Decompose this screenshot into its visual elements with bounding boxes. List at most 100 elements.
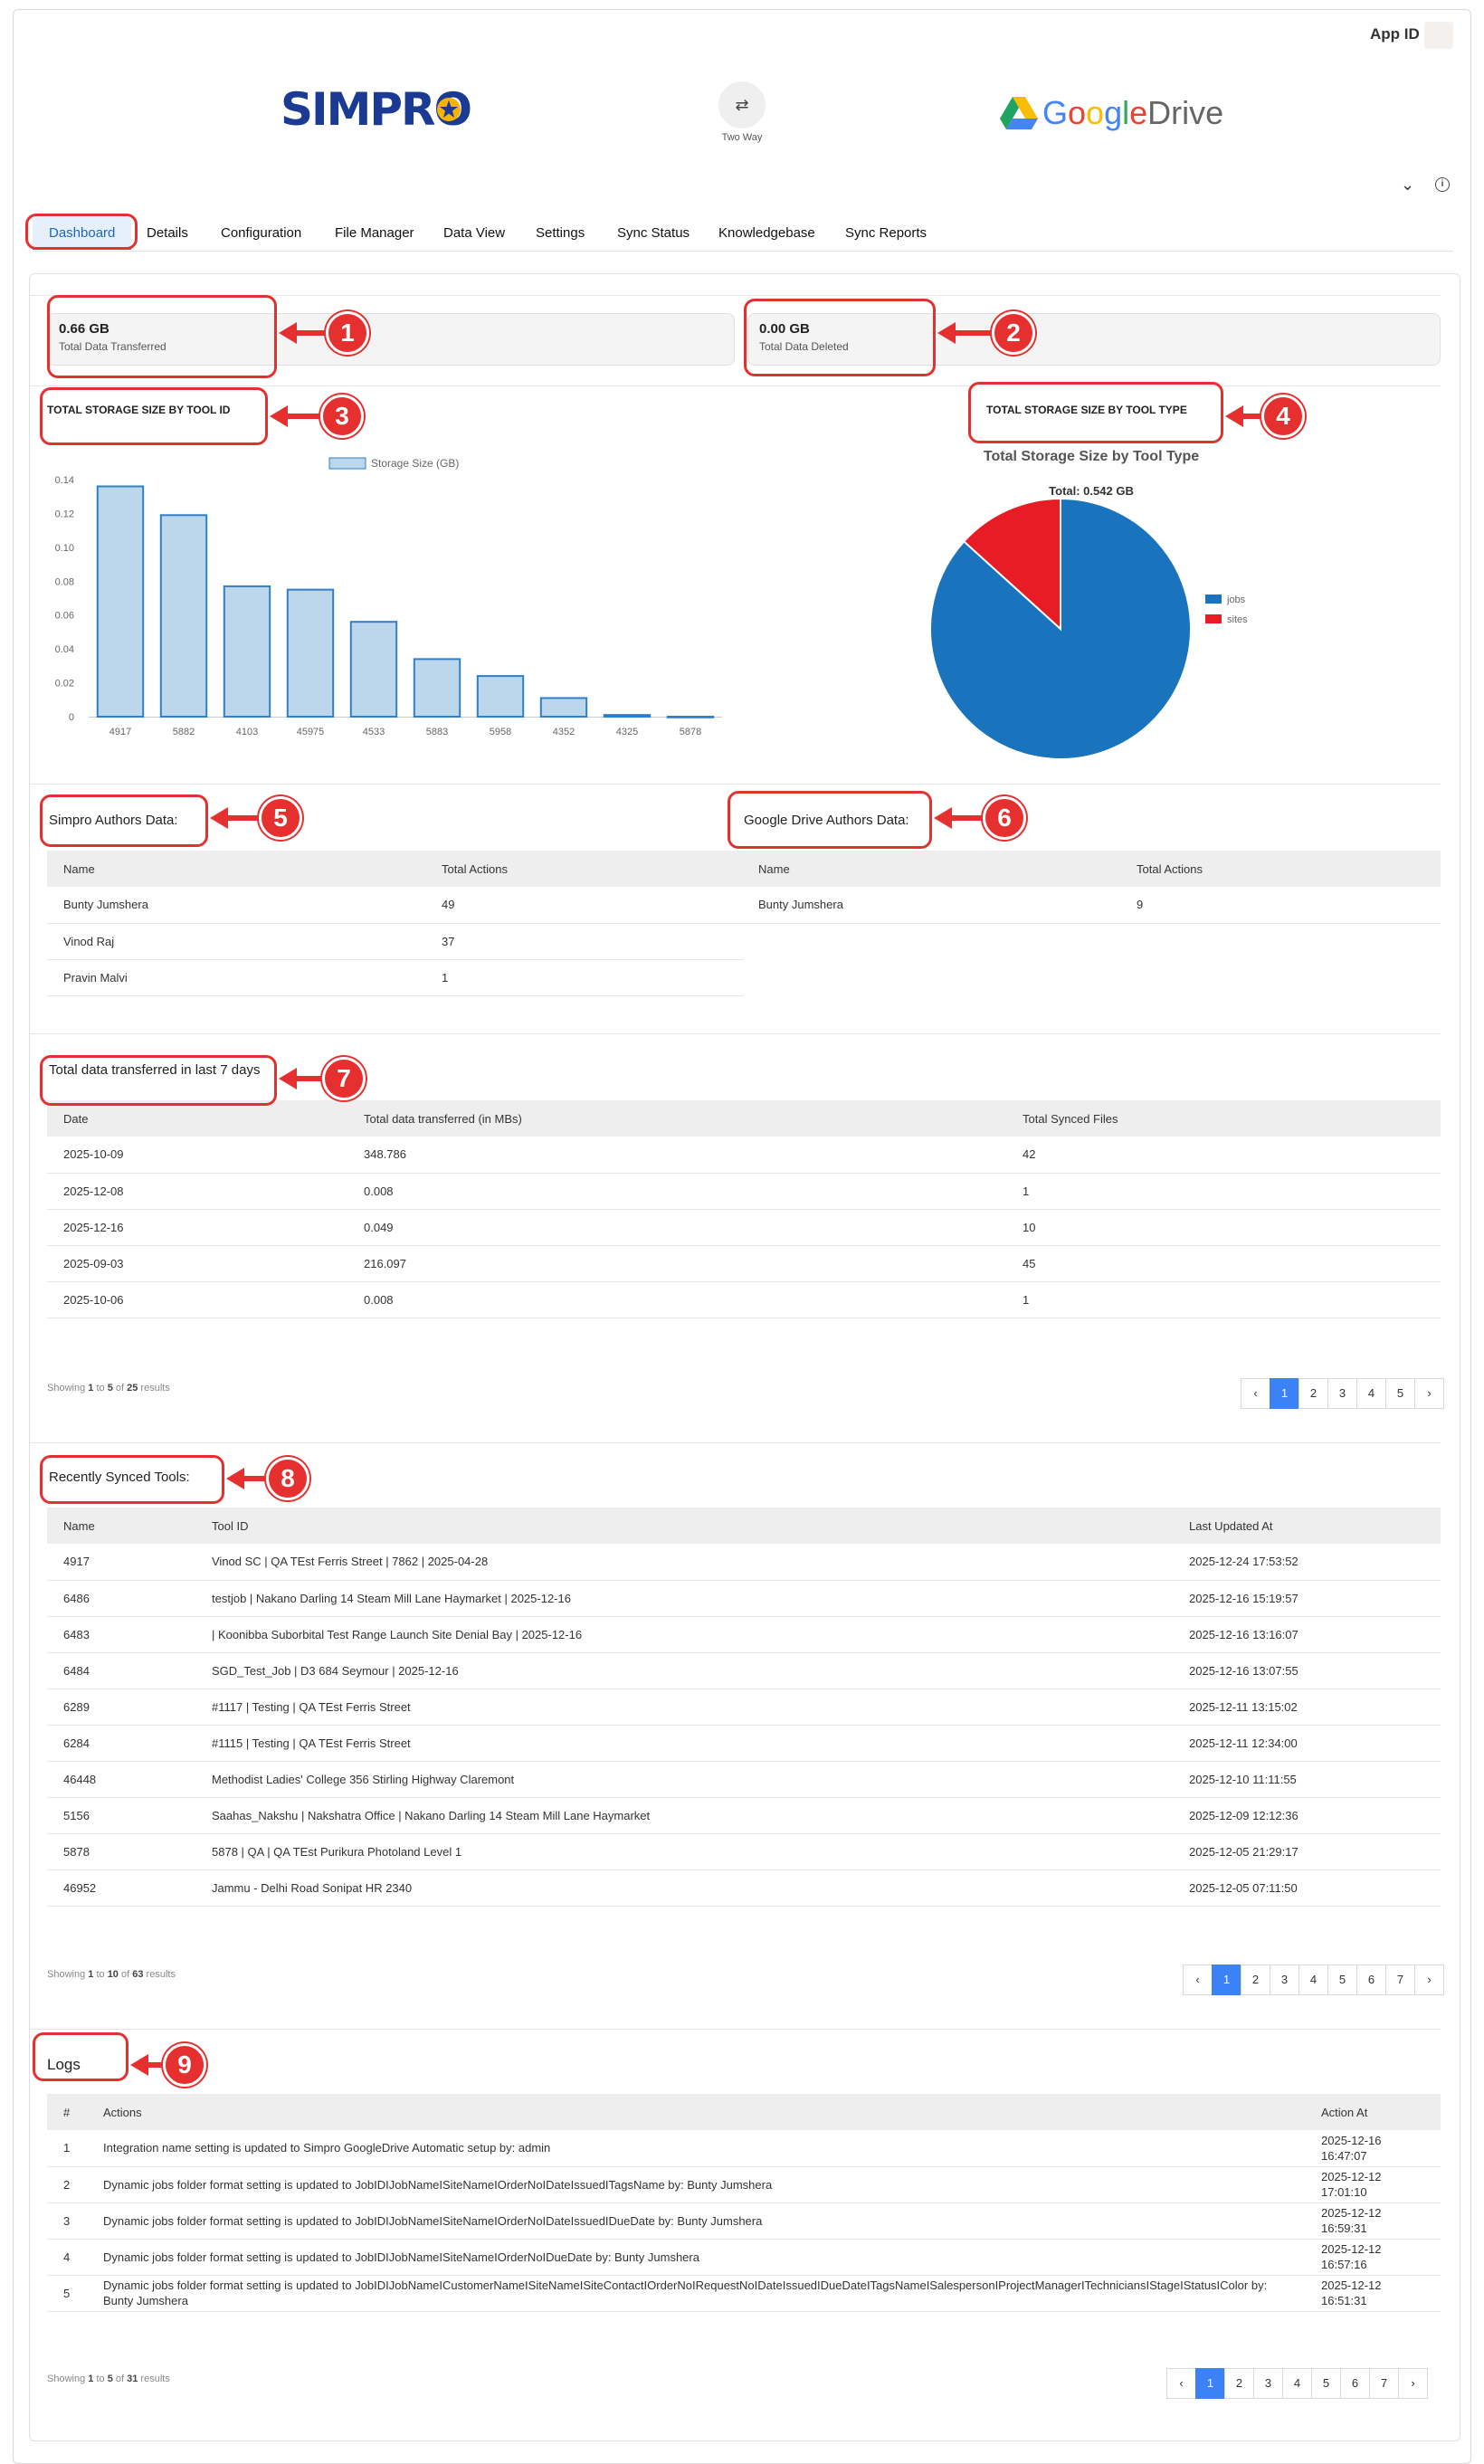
simpro-star-icon [437, 98, 461, 121]
tab-settings[interactable]: Settings [536, 225, 585, 241]
chevron-down-icon[interactable]: ⌄ [1401, 176, 1415, 194]
bar-5882[interactable] [159, 514, 208, 718]
tab-configuration[interactable]: Configuration [221, 225, 302, 241]
table-cell: testjob | Nakano Darling 14 Steam Mill L… [195, 1580, 1173, 1617]
column-header: Action At [1305, 2094, 1441, 2130]
table-row: Bunty Jumshera 9 [742, 887, 1441, 924]
table-cell: 5156 [47, 1797, 195, 1834]
page-button[interactable]: 7 [1385, 1965, 1415, 1995]
stat-total-transferred: 0.66 GB Total Data Transferred [47, 313, 735, 366]
annotation-highlight-box [968, 382, 1223, 443]
page-button[interactable]: 7 [1369, 2368, 1399, 2399]
y-tick-label: 0.14 [55, 475, 74, 486]
bar-4533[interactable] [349, 621, 398, 718]
page-button[interactable]: 4 [1356, 1378, 1386, 1409]
table-cell: 2025-12-16 [47, 1209, 347, 1246]
bar-5958[interactable] [476, 675, 525, 718]
next-page-button[interactable]: › [1414, 1378, 1444, 1409]
tab-knowledgebase[interactable]: Knowledgebase [718, 225, 815, 241]
storage-by-tool-id-chart: Storage Size (GB) 0.14 0.12 0.10 0.08 0.06 0.… [55, 457, 722, 737]
logs-showing: Showing 1 to 5 of 31 results [47, 2374, 170, 2384]
table-cell: Pravin Malvi [47, 959, 425, 996]
page-button[interactable]: 4 [1282, 2368, 1312, 2399]
bar-4352[interactable] [539, 697, 588, 718]
x-tick-label: 4103 [236, 727, 258, 737]
annotation-number-badge: 8 [266, 1457, 309, 1500]
log-date: 2025-12-16 [1321, 2133, 1382, 2147]
log-time: 16:51:31 [1321, 2294, 1367, 2307]
table-row: 2025-09-03 216.097 45 [47, 1245, 1441, 1282]
x-tick-label: 4352 [553, 727, 575, 737]
log-row: 5 Dynamic jobs folder format setting is u… [47, 2275, 1441, 2312]
gdrive-authors-title: Google Drive Authors Data: [744, 813, 909, 828]
gdrive-logo-letter: G [1042, 94, 1069, 131]
table-cell: Vinod Raj [47, 923, 425, 960]
page-button[interactable]: 3 [1253, 2368, 1283, 2399]
y-tick-label: 0.08 [55, 576, 74, 587]
bar-4103[interactable] [223, 585, 271, 718]
prev-page-button[interactable]: ‹ [1241, 1378, 1270, 1409]
table-cell: 2025-12-05 21:29:17 [1173, 1833, 1441, 1870]
annotation-highlight-box [33, 2032, 128, 2081]
table-row: 2025-10-06 0.008 1 [47, 1281, 1441, 1318]
page-button[interactable]: 1 [1195, 2368, 1225, 2399]
app-id-value [1424, 22, 1453, 49]
tab-details[interactable]: Details [147, 225, 188, 241]
log-index: 3 [47, 2202, 87, 2240]
legend-label: sites [1227, 614, 1248, 625]
bar-4325[interactable] [603, 714, 652, 718]
pie-chart-title: Total Storage Size by Tool Type [983, 449, 1200, 464]
page-button[interactable]: 1 [1212, 1965, 1241, 1995]
table-cell: 348.786 [347, 1137, 1006, 1174]
tab-data-view[interactable]: Data View [443, 225, 506, 241]
table-cell: 6483 [47, 1616, 195, 1653]
info-icon[interactable]: i [1435, 177, 1450, 192]
table-cell: Bunty Jumshera [47, 887, 425, 924]
tab-sync-status[interactable]: Sync Status [617, 225, 690, 241]
dashboard-card [29, 273, 1460, 2441]
page-button[interactable]: 3 [1327, 1378, 1357, 1409]
bar-5878[interactable] [666, 716, 715, 718]
page-button[interactable]: 2 [1241, 1965, 1270, 1995]
google-drive-icon [1000, 97, 1038, 129]
stat-label: Total Data Transferred [59, 340, 166, 353]
page-button[interactable]: 5 [1311, 2368, 1341, 2399]
table-cell: 2025-09-03 [47, 1245, 347, 1282]
tab-dashboard[interactable]: Dashboard [33, 217, 132, 250]
column-header: Last Updated At [1173, 1508, 1441, 1544]
log-row: 2 Dynamic jobs folder format setting is u… [47, 2166, 1441, 2203]
page-button[interactable]: 4 [1298, 1965, 1328, 1995]
page-button[interactable]: 2 [1224, 2368, 1254, 2399]
next-page-button[interactable]: › [1398, 2368, 1428, 2399]
page-button[interactable]: 5 [1385, 1378, 1415, 1409]
y-tick-label: 0.06 [55, 611, 74, 622]
tab-bar: Dashboard Details Configuration File Man… [33, 217, 1453, 252]
two-way-sync-icon[interactable]: ⇄ [718, 81, 766, 128]
page-button[interactable]: 6 [1340, 2368, 1370, 2399]
log-action-at: 2025-12-12 17:01:10 [1305, 2166, 1441, 2203]
table-cell: #1117 | Testing | QA TEst Ferris Street [195, 1689, 1173, 1726]
stat-value: 0.66 GB [59, 321, 109, 337]
tab-file-manager[interactable]: File Manager [335, 225, 414, 241]
x-tick-label: 5882 [173, 727, 195, 737]
page-button[interactable]: 5 [1327, 1965, 1357, 1995]
page-button[interactable]: 6 [1356, 1965, 1386, 1995]
prev-page-button[interactable]: ‹ [1166, 2368, 1196, 2399]
transfers-showing: Showing 1 to 5 of 25 results [47, 1383, 170, 1394]
bar-4917[interactable] [96, 485, 145, 718]
annotation-highlight-box [47, 295, 277, 378]
bar-45975[interactable] [286, 588, 335, 718]
page-button[interactable]: 2 [1298, 1378, 1328, 1409]
storage-by-id-heading: TOTAL STORAGE SIZE BY TOOL ID [47, 404, 231, 416]
page-button[interactable]: 3 [1270, 1965, 1299, 1995]
next-page-button[interactable]: › [1414, 1965, 1444, 1995]
annotation-arrowhead [934, 807, 952, 829]
annotation-arrowhead [270, 405, 288, 427]
bar-5883[interactable] [413, 658, 461, 718]
pie-slice-sites[interactable] [962, 497, 1061, 632]
page-button[interactable]: 1 [1270, 1378, 1299, 1409]
pie-chart-total: Total: 0.542 GB [1049, 484, 1134, 498]
column-header: Total Actions [1120, 851, 1441, 887]
prev-page-button[interactable]: ‹ [1183, 1965, 1213, 1995]
tab-sync-reports[interactable]: Sync Reports [845, 225, 928, 241]
